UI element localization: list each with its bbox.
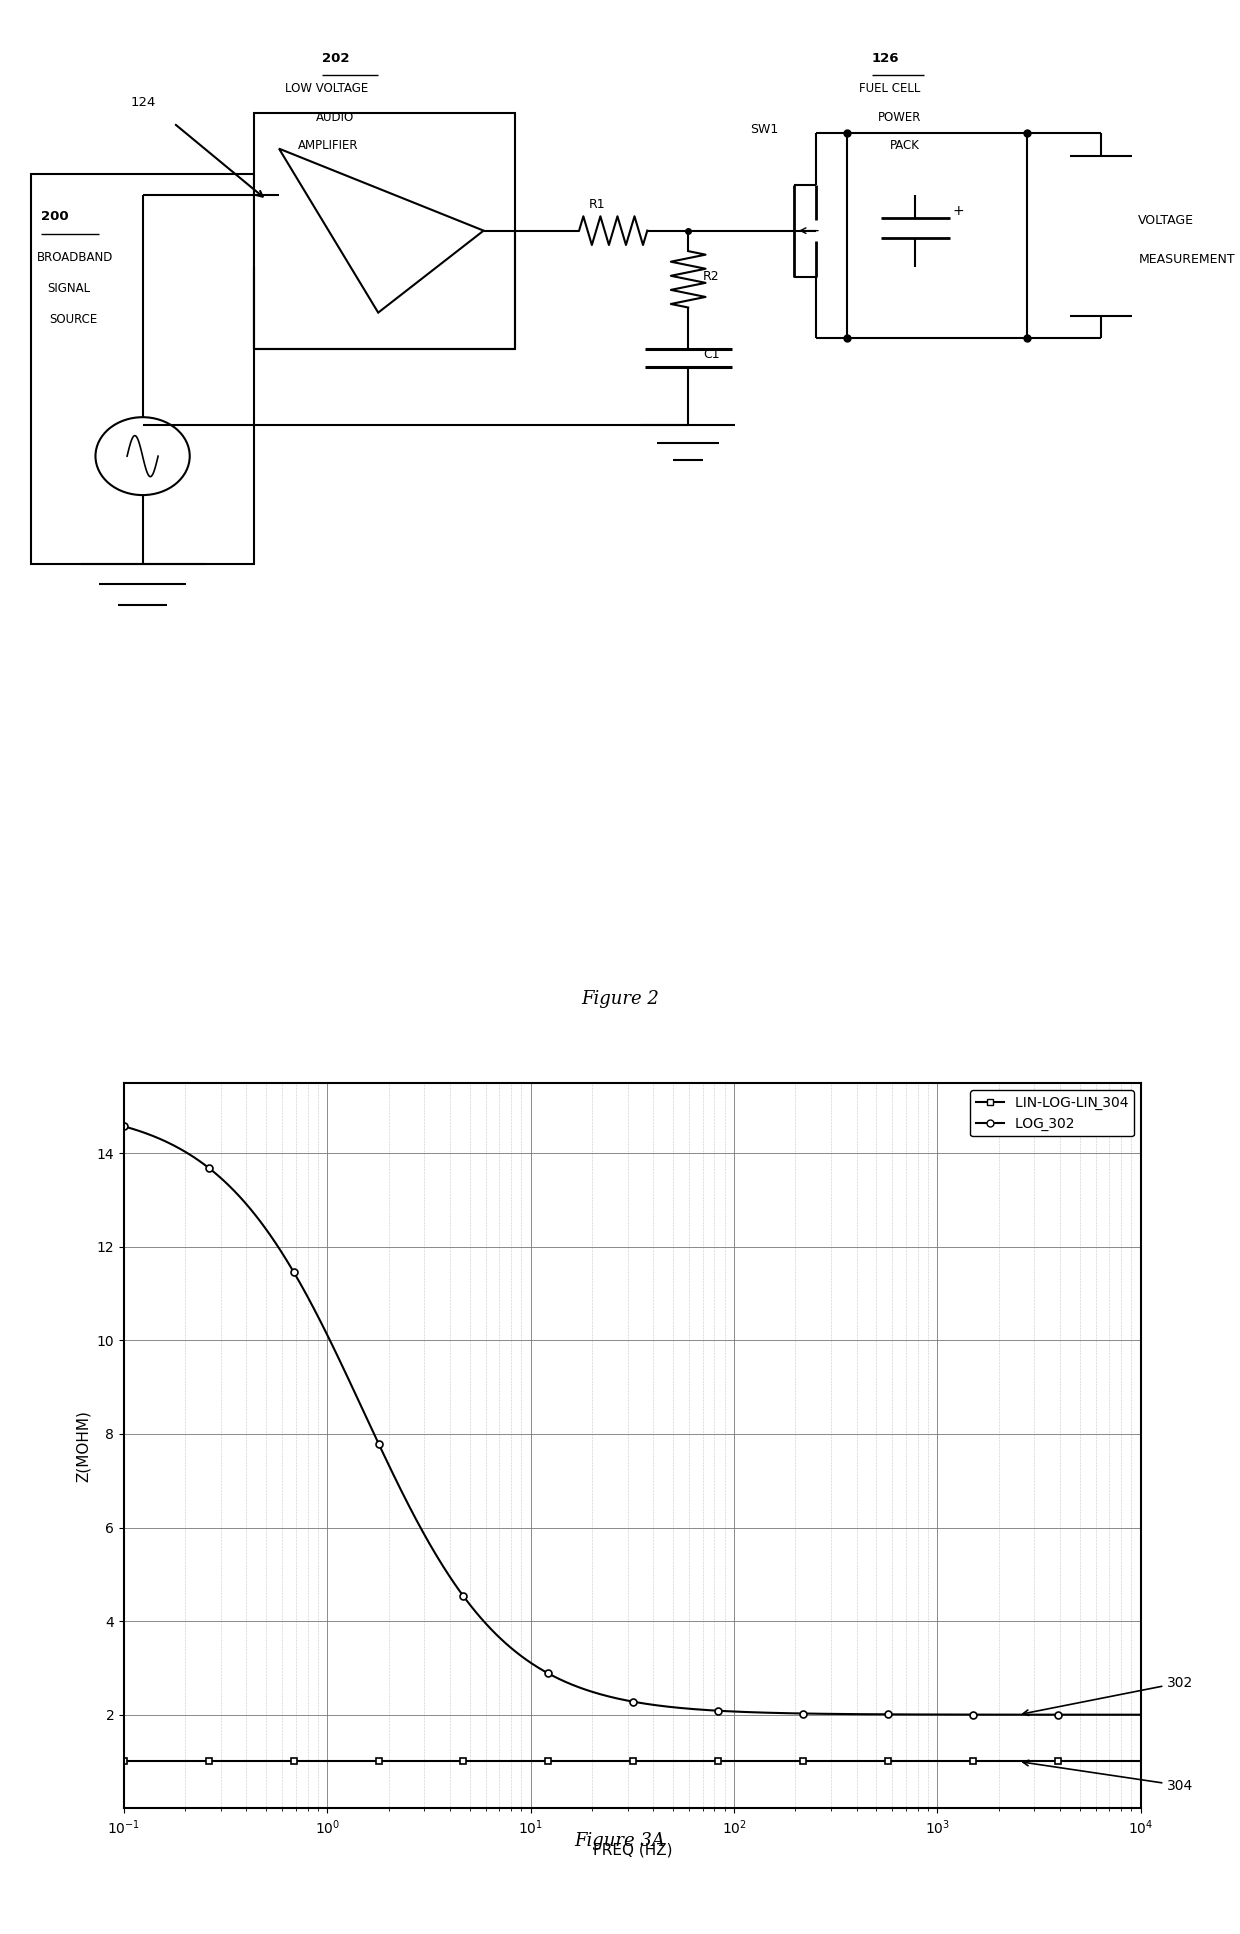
Text: SW1: SW1 (750, 124, 779, 135)
Text: Figure 3A: Figure 3A (574, 1831, 666, 1851)
Text: 304: 304 (1023, 1760, 1194, 1793)
Legend: LIN-LOG-LIN ̲304, LOG ̲302: LIN-LOG-LIN ̲304, LOG ̲302 (971, 1091, 1133, 1137)
Text: Figure 2: Figure 2 (582, 990, 658, 1008)
Text: VOLTAGE: VOLTAGE (1138, 215, 1194, 226)
Bar (847, 133, 1027, 338)
Text: BROADBAND: BROADBAND (37, 251, 114, 265)
Text: 302: 302 (1023, 1675, 1194, 1715)
Text: FUEL CELL: FUEL CELL (859, 83, 920, 95)
Text: 124: 124 (130, 97, 155, 108)
Text: SIGNAL: SIGNAL (47, 282, 91, 296)
Bar (254, 112, 515, 348)
Text: POWER: POWER (878, 110, 921, 124)
Text: R2: R2 (703, 271, 719, 282)
Text: 202: 202 (322, 52, 350, 64)
Text: LOW VOLTAGE: LOW VOLTAGE (285, 83, 368, 95)
Bar (31, 174, 254, 565)
Text: AUDIO: AUDIO (316, 110, 355, 124)
Text: 200: 200 (41, 211, 68, 224)
Text: AMPLIFIER: AMPLIFIER (298, 139, 358, 151)
Text: 126: 126 (872, 52, 899, 64)
X-axis label: FREQ (HZ): FREQ (HZ) (593, 1843, 672, 1857)
Text: MEASUREMENT: MEASUREMENT (1138, 253, 1235, 265)
Text: R1: R1 (589, 197, 605, 211)
Text: SOURCE: SOURCE (50, 313, 98, 327)
Text: PACK: PACK (890, 139, 920, 151)
Y-axis label: Z(MOHM): Z(MOHM) (76, 1410, 91, 1481)
Text: C1: C1 (703, 348, 719, 362)
Text: +: + (952, 205, 963, 219)
